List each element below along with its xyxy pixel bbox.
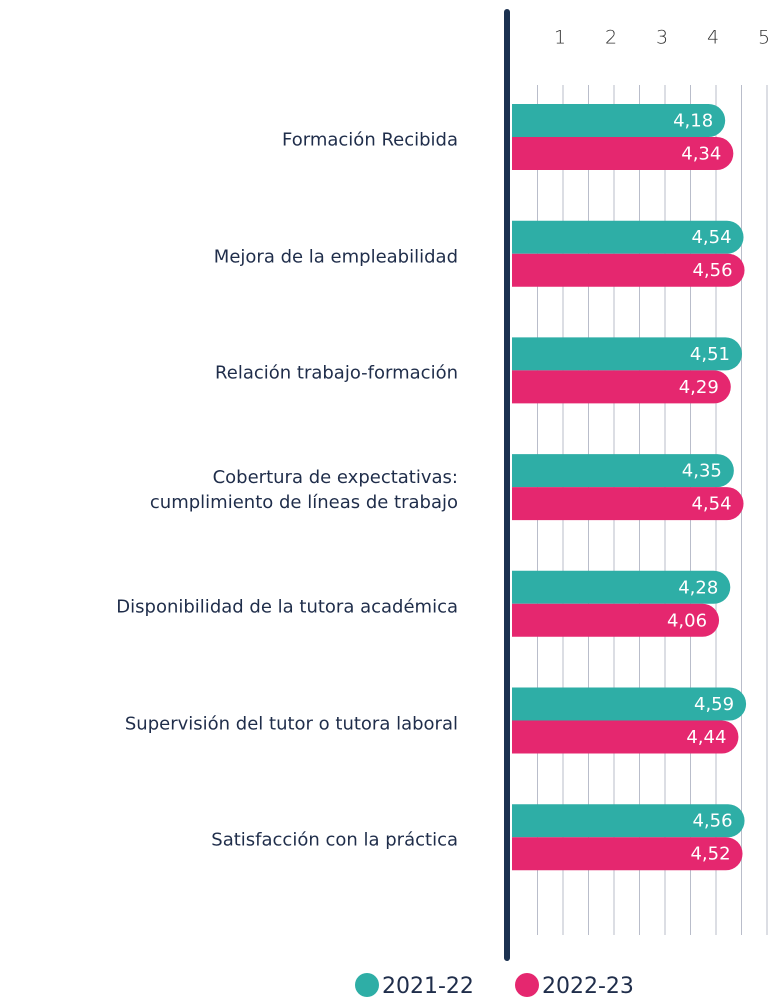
bar bbox=[512, 570, 731, 604]
x-tick-label: 4 bbox=[707, 27, 719, 49]
bar bbox=[512, 454, 734, 488]
value-label: 4,54 bbox=[691, 494, 731, 515]
value-label: 4,56 bbox=[692, 260, 732, 281]
category-label: Supervisión del tutor o tutora laboral bbox=[124, 713, 458, 734]
bar bbox=[512, 837, 743, 871]
x-tick-label: 5 bbox=[758, 27, 770, 49]
value-label: 4,54 bbox=[691, 227, 731, 248]
bar bbox=[512, 687, 747, 721]
value-label: 4,29 bbox=[679, 377, 719, 398]
bar bbox=[512, 603, 720, 637]
bar bbox=[512, 253, 745, 287]
category-label: Cobertura de expectativas: cumplimiento … bbox=[149, 467, 458, 514]
bar bbox=[512, 337, 743, 371]
legend-swatch bbox=[355, 973, 379, 997]
bar bbox=[512, 104, 726, 137]
legend-swatch bbox=[515, 973, 539, 997]
value-label: 4,51 bbox=[690, 344, 730, 365]
value-label: 4,18 bbox=[673, 111, 713, 132]
bar bbox=[512, 804, 745, 838]
x-tick-label: 2 bbox=[605, 27, 617, 49]
value-label: 4,34 bbox=[681, 144, 721, 165]
category-label: Satisfacción con la práctica bbox=[211, 829, 458, 851]
value-label: 4,56 bbox=[692, 811, 732, 832]
x-tick-label: 3 bbox=[656, 27, 668, 49]
value-label: 4,52 bbox=[690, 844, 730, 865]
category-label: Disponibilidad de la tutora académica bbox=[116, 596, 458, 618]
bar bbox=[512, 220, 744, 254]
legend-label: 2021-22 bbox=[382, 974, 474, 999]
category-label: Formación Recibida bbox=[282, 129, 458, 151]
legend-label: 2022-23 bbox=[542, 974, 634, 999]
bar bbox=[512, 487, 744, 521]
value-label: 4,06 bbox=[667, 610, 707, 631]
value-label: 4,35 bbox=[682, 461, 722, 482]
bar bbox=[512, 720, 739, 754]
value-label: 4,59 bbox=[694, 694, 734, 715]
value-label: 4,44 bbox=[686, 727, 726, 748]
category-label: Relación trabajo-formación bbox=[215, 362, 458, 384]
category-label: Mejora de la empleabilidad bbox=[213, 246, 458, 268]
bar bbox=[512, 370, 731, 404]
x-tick-label: 1 bbox=[554, 27, 566, 49]
bar bbox=[512, 137, 734, 170]
value-label: 4,28 bbox=[678, 577, 718, 598]
